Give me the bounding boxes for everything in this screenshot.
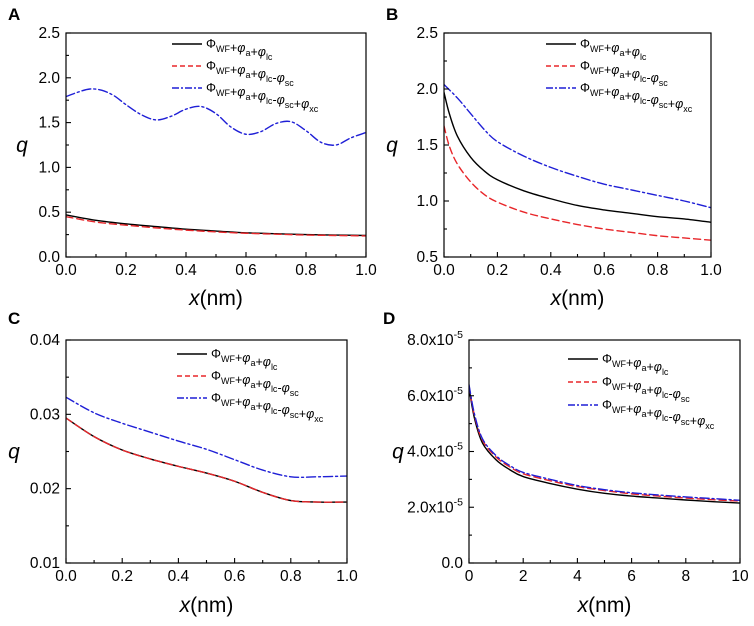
x-tick-label: 8 — [681, 568, 690, 585]
x-tick-label: 0.8 — [295, 262, 317, 279]
panel-d: D 0 2 4 6 8 10 0.0 2.0x10-5 4.0x10-5 6.0x10-5 8.0x1… — [383, 309, 749, 617]
series-line-1 — [444, 91, 711, 223]
panel-c: C 0.0 0.2 0.4 0.6 0.8 1.0 0.01 0.02 0.03 0.04 q x(nm… — [8, 309, 358, 617]
y-tick-label: 8.0x10-5 — [407, 329, 463, 349]
panel-b: B 0.0 0.2 0.4 0.6 0.8 1.0 0.5 1.0 1.5 2.0 2.5 q x(nm)… — [386, 5, 722, 310]
series-line-1 — [469, 386, 740, 504]
y-tick-label: 1.5 — [416, 137, 438, 154]
legend-label: ΦWF+φa+φlc-φsc — [602, 375, 690, 404]
series-line-3 — [66, 88, 366, 146]
plot-frame — [468, 339, 741, 564]
y-tick-label: 4.0x10-5 — [407, 441, 463, 461]
series-line-1 — [66, 417, 347, 503]
y-tick-label: 2.0 — [38, 70, 60, 87]
x-axis-label: x(nm) — [188, 287, 243, 310]
y-tick-label: 0.01 — [30, 555, 60, 572]
legend-label: ΦWF+φa+φlc-φsc+φxc — [580, 81, 693, 114]
y-tick-label: 0.5 — [416, 249, 438, 266]
y-tick-label: 1.0 — [416, 193, 438, 210]
y-tick-label: 2.5 — [416, 25, 438, 42]
y-tick-label: 0.0 — [38, 249, 60, 266]
x-tick-label: 1.0 — [336, 568, 358, 585]
series-line-3 — [444, 83, 711, 209]
y-tick-label: 1.0 — [38, 159, 60, 176]
y-tick-label: 0.5 — [38, 204, 60, 221]
plot-frame — [65, 339, 348, 564]
legend-label: ΦWF+φa+φlc — [580, 37, 647, 62]
series-line-2 — [66, 215, 366, 237]
x-tick-label: 0.4 — [175, 262, 197, 279]
x-tick-label: 0.0 — [55, 262, 77, 279]
plot-frame — [443, 32, 712, 258]
series-line-1 — [66, 214, 366, 237]
x-tick-label: 0.0 — [433, 262, 455, 279]
y-tick-label: 1.5 — [38, 115, 60, 132]
x-tick-label: 10 — [731, 568, 749, 585]
y-axis-label: q — [8, 441, 20, 464]
legend-label: ΦWF+φa+φlc-φsc+φxc — [206, 81, 319, 114]
x-tick-label: 0.6 — [224, 568, 246, 585]
y-tick-label: 2.5 — [38, 25, 60, 42]
legend-label: ΦWF+φa+φlc — [211, 347, 278, 372]
x-tick-label: 0.4 — [168, 568, 190, 585]
y-tick-label: 0.03 — [30, 406, 60, 423]
y-tick-label: 2.0x10-5 — [407, 496, 463, 516]
legend: ΦWF+φa+φlcΦWF+φa+φlc-φscΦWF+φa+φlc-φsc+φ… — [568, 352, 715, 431]
legend: ΦWF+φa+φlcΦWF+φa+φlc-φscΦWF+φa+φlc-φsc+φ… — [172, 37, 319, 114]
x-tick-label: 1.0 — [700, 262, 722, 279]
x-tick-label: 0 — [465, 568, 474, 585]
y-axis-label: q — [386, 134, 398, 157]
x-tick-label: 0.4 — [540, 262, 562, 279]
legend: ΦWF+φa+φlcΦWF+φa+φlc-φscΦWF+φa+φlc-φsc+φ… — [177, 347, 324, 424]
legend-label: ΦWF+φa+φlc-φsc — [211, 369, 299, 398]
legend-label: ΦWF+φa+φlc-φsc — [206, 59, 294, 88]
x-tick-label: 0.2 — [111, 568, 133, 585]
legend-label: ΦWF+φa+φlc-φsc+φxc — [211, 391, 324, 424]
x-tick-label: 0.8 — [647, 262, 669, 279]
legend-label: ΦWF+φa+φlc-φsc+φxc — [602, 398, 715, 431]
x-tick-label: 0.6 — [235, 262, 257, 279]
y-axis-label: q — [16, 134, 28, 157]
x-axis-label: x(nm) — [179, 594, 234, 617]
y-axis-label: q — [392, 441, 404, 464]
x-tick-label: 0.0 — [55, 568, 77, 585]
series-line-2 — [66, 417, 347, 503]
panel-letter: D — [383, 309, 395, 328]
x-tick-label: 6 — [627, 568, 636, 585]
x-tick-label: 0.2 — [115, 262, 137, 279]
legend: ΦWF+φa+φlcΦWF+φa+φlc-φscΦWF+φa+φlc-φsc+φ… — [546, 37, 693, 114]
legend-label: ΦWF+φa+φlc — [206, 37, 273, 62]
panel-letter: C — [8, 309, 20, 328]
legend-label: ΦWF+φa+φlc — [602, 352, 669, 377]
x-tick-label: 2 — [519, 568, 528, 585]
panel-letter: B — [386, 5, 398, 24]
x-tick-label: 4 — [573, 568, 582, 585]
x-axis-label: x(nm) — [577, 594, 632, 617]
y-tick-label: 6.0x10-5 — [407, 385, 463, 405]
y-tick-label: 0.02 — [30, 481, 60, 498]
legend-label: ΦWF+φa+φlc-φsc — [580, 59, 668, 88]
x-tick-label: 0.2 — [487, 262, 509, 279]
y-tick-label: 2.0 — [416, 81, 438, 98]
x-axis-label: x(nm) — [550, 287, 605, 310]
y-tick-label: 0.04 — [30, 332, 61, 349]
x-tick-label: 1.0 — [355, 262, 377, 279]
panel-letter: A — [8, 5, 20, 24]
x-tick-label: 0.8 — [280, 568, 302, 585]
x-tick-label: 0.6 — [593, 262, 615, 279]
panel-a: A 0.0 0.2 0.4 0.6 0.8 1.0 0.0 0.5 1.0 1.5 2.0 2.5 q x(… — [8, 5, 377, 310]
series-line-2 — [444, 125, 711, 241]
y-tick-label: 0.0 — [441, 555, 463, 572]
series-line-3 — [66, 396, 347, 478]
series-line-3 — [469, 383, 740, 501]
